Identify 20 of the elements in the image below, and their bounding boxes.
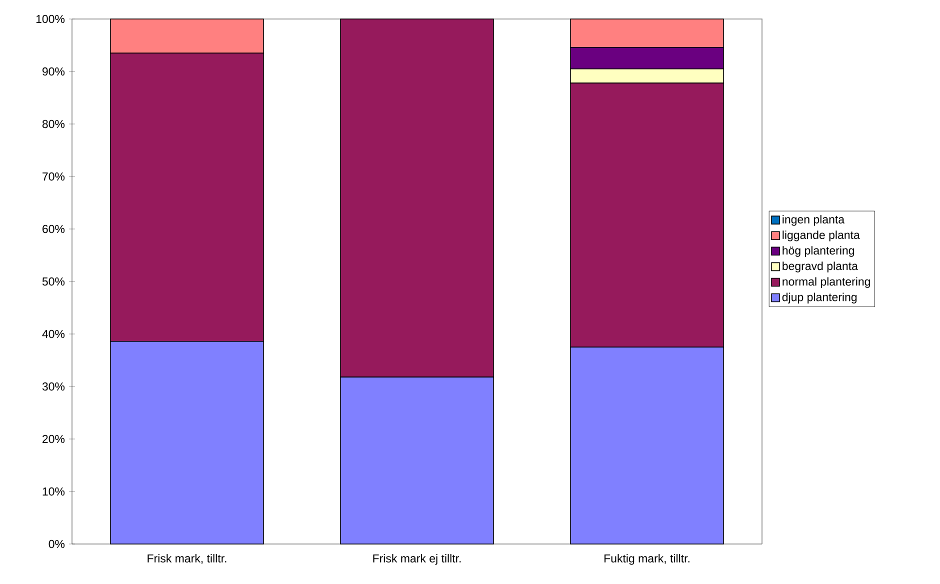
legend-label: hög plantering — [782, 246, 854, 257]
legend-label: ingen planta — [782, 215, 845, 226]
x-tick-label: Frisk mark ej tilltr. — [373, 554, 461, 565]
legend-label: liggande planta — [782, 230, 860, 242]
y-tick-label: 100% — [36, 14, 65, 24]
y-tick-label: 50% — [42, 277, 65, 286]
y-tick-label: 10% — [42, 487, 65, 496]
y-tick-label: 40% — [42, 330, 65, 338]
legend-label: djup plantering — [782, 292, 857, 304]
x-tick-label: Fuktig mark, tilltr. — [604, 554, 690, 565]
y-tick-label: 90% — [42, 67, 65, 76]
y-tick-label: 60% — [42, 224, 65, 234]
x-tick-label: Frisk mark, tilltr. — [148, 554, 226, 564]
y-tick-label: 20% — [42, 434, 65, 444]
legend-label: begravd planta — [782, 262, 858, 272]
y-tick-label: 30% — [42, 382, 65, 391]
y-tick-label: 70% — [42, 172, 65, 181]
y-tick-label: 80% — [42, 120, 65, 128]
legend-label: normal plantering — [782, 277, 870, 288]
y-tick-label: 0% — [48, 540, 65, 548]
